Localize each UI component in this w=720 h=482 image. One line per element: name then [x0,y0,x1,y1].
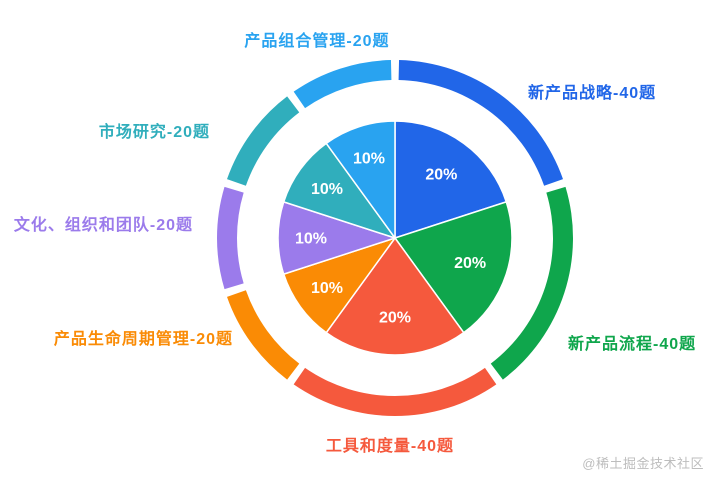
label-new-product-strategy: 新产品战略-40题 [528,83,656,102]
category-labels: 新产品战略-40题 新产品流程-40题 工具和度量-40题 产品生命周期管理-2… [14,31,696,455]
percent-label-5: 10% [311,181,343,198]
percent-label-6: 10% [353,151,385,168]
pie-slice-5[interactable] [282,142,396,239]
percent-labels: 20% 20% 20% 10% 10% 10% 10% [295,151,486,327]
ring-segment-5[interactable] [227,96,300,186]
pie-slice-2[interactable] [325,237,465,356]
ring-segment-4[interactable] [217,186,244,290]
watermark: @稀土掘金技术社区 [582,456,704,471]
ring-segment-2[interactable] [293,367,497,416]
percent-label-3: 10% [311,280,343,297]
outer-ring [217,60,573,416]
pie-slice-3[interactable] [282,237,396,334]
inner-pie [277,120,513,356]
label-market-research: 市场研究-20题 [99,122,210,141]
pie-slice-0[interactable] [394,120,508,239]
percent-label-0: 20% [425,167,457,184]
label-culture-org-team: 文化、组织和团队-20题 [14,215,193,234]
pie-slice-6[interactable] [325,120,396,239]
label-product-portfolio-management: 产品组合管理-20题 [244,31,389,50]
ring-segment-6[interactable] [293,60,392,109]
label-new-product-process: 新产品流程-40题 [568,334,696,353]
label-product-lifecycle-management: 产品生命周期管理-20题 [54,329,233,348]
label-tools-and-metrics: 工具和度量-40题 [326,436,454,455]
ring-segment-1[interactable] [490,186,573,380]
percent-label-2: 20% [379,310,411,327]
pie-slice-4[interactable] [277,201,396,275]
pie-slice-1[interactable] [394,201,513,334]
ring-segment-0[interactable] [398,60,563,186]
ring-segment-3[interactable] [227,290,300,380]
percent-label-1: 20% [454,255,486,272]
percent-label-4: 10% [295,231,327,248]
